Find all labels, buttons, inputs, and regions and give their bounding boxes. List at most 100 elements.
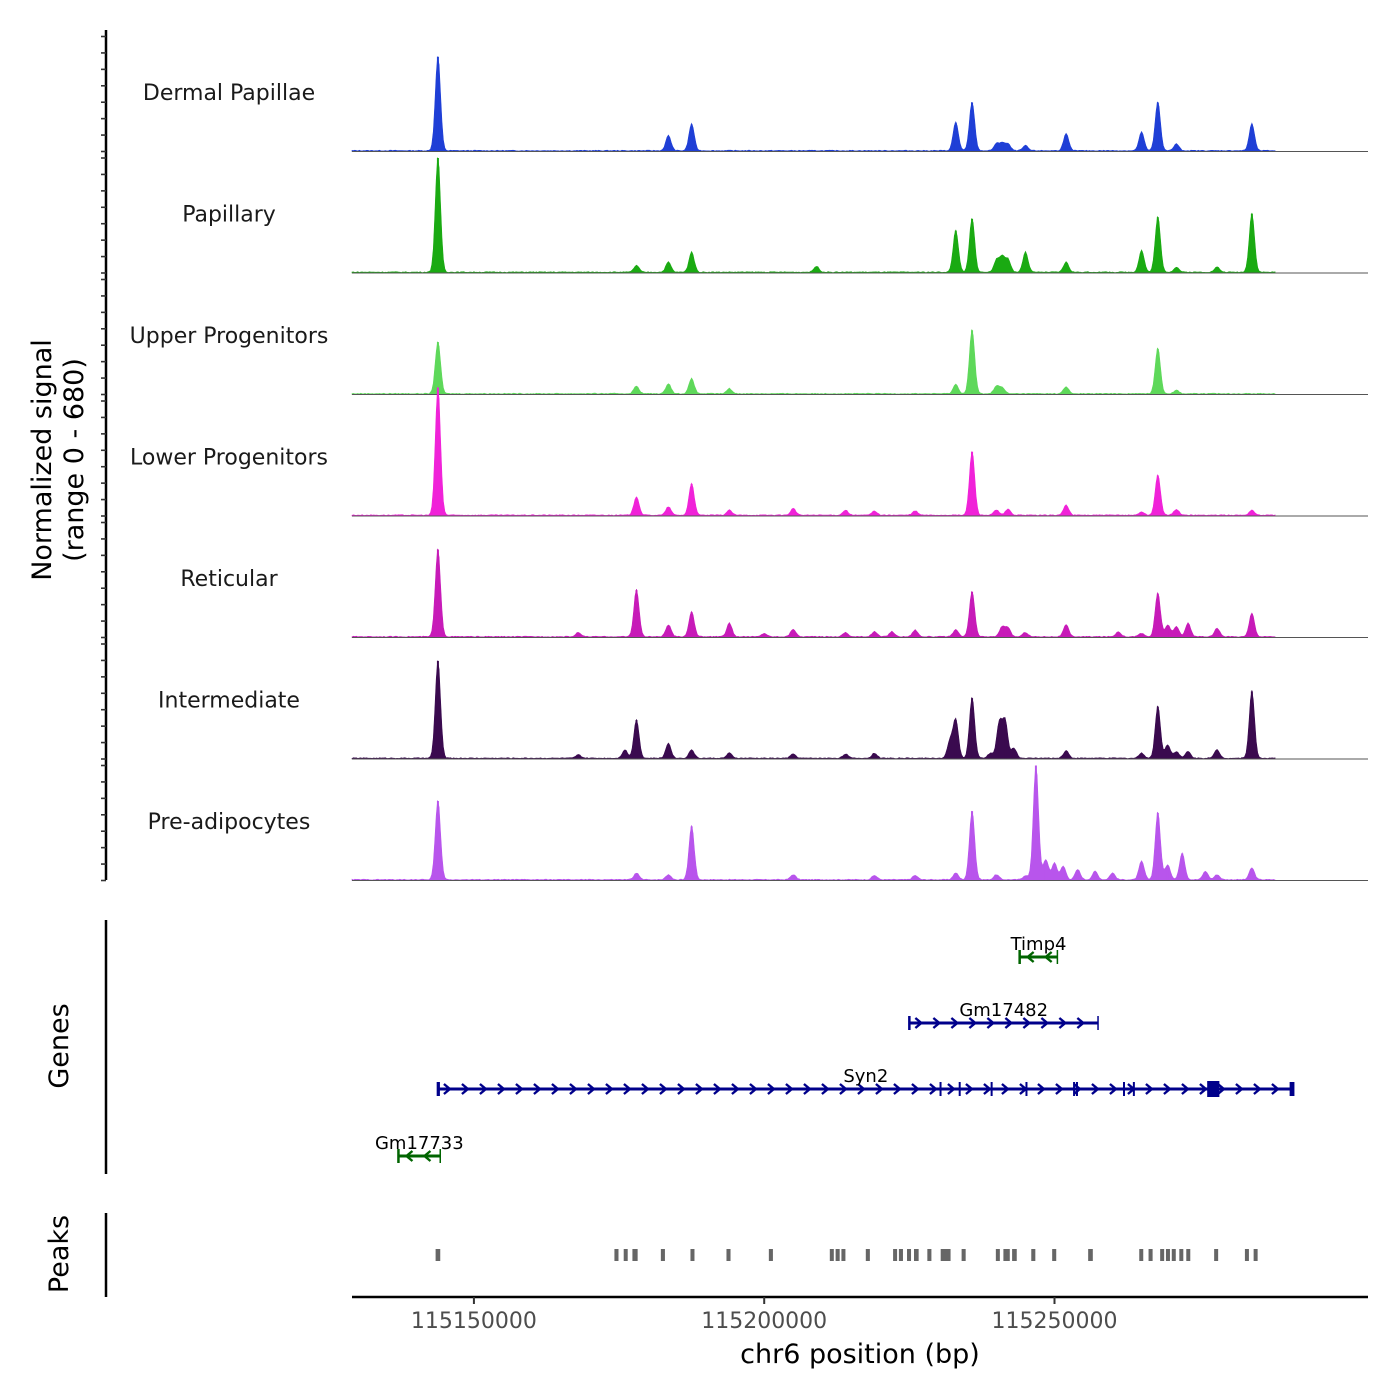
peak-region <box>1012 1249 1017 1261</box>
gene-exon <box>437 1082 440 1096</box>
x-tick-label: 115150000 <box>411 1309 537 1334</box>
strand-arrow <box>1055 1083 1064 1095</box>
genes-panel: Timp4 Gm17482 Syn2 Gm17733 <box>104 920 1295 1174</box>
strand-arrow <box>695 1083 704 1095</box>
peak-region <box>435 1249 441 1261</box>
strand-arrow <box>1022 1017 1032 1029</box>
peak-region <box>961 1249 966 1261</box>
signal-tracks: Dermal Papillae Papillary Upper Progenitor… <box>130 56 1368 881</box>
peak-region <box>1214 1249 1219 1261</box>
strand-arrow <box>1271 1083 1280 1095</box>
peak-region <box>1244 1249 1249 1261</box>
strand-arrow <box>911 1083 920 1095</box>
track-label: Papillary <box>182 203 276 228</box>
gene-exon <box>1289 1082 1294 1096</box>
strand-arrow <box>404 1150 414 1162</box>
x-axis: 115150000 115200000 115250000 <box>352 1295 1368 1334</box>
gene-exon <box>958 1082 961 1096</box>
strand-arrow <box>1043 951 1053 963</box>
strand-arrow <box>569 1083 578 1095</box>
gene-exon <box>939 1082 942 1096</box>
signal-track: Lower Progenitors <box>130 387 1368 517</box>
peak-region <box>660 1249 665 1261</box>
strand-arrow <box>1253 1083 1262 1095</box>
gene-gm17482: Gm17482 <box>908 1000 1099 1030</box>
strand-arrow <box>1025 951 1035 963</box>
strand-arrow <box>1091 1083 1100 1095</box>
signal-track: Upper Progenitors <box>130 324 1368 395</box>
track-label: Upper Progenitors <box>130 324 329 349</box>
gene-label: Syn2 <box>843 1066 888 1087</box>
strand-arrow <box>731 1083 740 1095</box>
strand-arrow <box>1109 1083 1118 1095</box>
strand-arrow <box>443 1083 452 1095</box>
x-tick-label: 115200000 <box>701 1309 827 1334</box>
strand-arrow <box>932 1017 942 1029</box>
strand-arrow <box>983 1083 992 1095</box>
strand-arrow <box>1145 1083 1154 1095</box>
peak-region <box>893 1249 898 1261</box>
signal-track: Reticular <box>180 548 1368 638</box>
strand-arrow <box>497 1083 506 1095</box>
strand-arrow <box>947 1083 956 1095</box>
strand-arrow <box>1181 1083 1190 1095</box>
peaks-panel <box>104 1213 1258 1297</box>
strand-arrow <box>1235 1083 1244 1095</box>
strand-arrow <box>785 1083 794 1095</box>
peak-region <box>1160 1249 1165 1261</box>
gene-label: Timp4 <box>1010 934 1067 955</box>
peak-region <box>1052 1249 1057 1261</box>
gene-exon <box>1073 1082 1076 1096</box>
strand-arrow <box>986 1017 996 1029</box>
signal-track: Dermal Papillae <box>143 56 1368 152</box>
signal-area <box>351 660 1276 760</box>
strand-arrow <box>422 1150 432 1162</box>
track-label: Dermal Papillae <box>143 81 315 106</box>
peak-region <box>865 1249 870 1261</box>
peak-region <box>927 1249 932 1261</box>
peaks-panel-title: Peaks <box>44 1215 75 1293</box>
strand-arrow <box>479 1083 488 1095</box>
signal-area <box>351 56 1276 152</box>
signal-track: Intermediate <box>158 660 1368 760</box>
track-label: Lower Progenitors <box>130 446 328 471</box>
signal-area <box>351 329 1276 395</box>
track-label: Pre-adipocytes <box>148 810 311 835</box>
peak-region <box>907 1249 912 1261</box>
peak-region <box>1003 1249 1010 1261</box>
signal-track: Papillary <box>182 157 1368 274</box>
peak-region <box>726 1249 731 1261</box>
peak-region <box>632 1249 638 1261</box>
strand-arrow <box>950 1017 960 1029</box>
strand-arrow <box>803 1083 812 1095</box>
strand-arrow <box>623 1083 632 1095</box>
strand-arrow <box>1058 1017 1068 1029</box>
peak-region <box>614 1249 619 1261</box>
strand-arrow <box>914 1017 924 1029</box>
y-axis-title-line-2: (range 0 - 680) <box>59 358 90 562</box>
strand-arrow <box>965 1083 974 1095</box>
gene-exon <box>990 1082 993 1096</box>
peak-region <box>690 1249 695 1261</box>
strand-arrow <box>1001 1083 1010 1095</box>
signal-area <box>351 548 1276 638</box>
peak-region <box>995 1249 1000 1261</box>
gene-exon <box>1075 1082 1078 1096</box>
peak-region <box>835 1249 840 1261</box>
gene-timp4: Timp4 <box>1010 934 1067 964</box>
peak-region <box>623 1249 628 1261</box>
signal-y-axis <box>101 30 108 882</box>
peak-region <box>768 1249 773 1261</box>
strand-arrow <box>767 1083 776 1095</box>
gene-exon <box>1132 1082 1135 1096</box>
gene-exon <box>1025 1082 1028 1096</box>
strand-arrow <box>641 1083 650 1095</box>
strand-arrow <box>713 1083 722 1095</box>
strand-arrow <box>659 1083 668 1095</box>
gene-exon <box>1122 1082 1125 1096</box>
strand-arrow <box>857 1083 866 1095</box>
strand-arrow <box>1073 1083 1082 1095</box>
x-tick-label: 115250000 <box>991 1309 1117 1334</box>
strand-arrow <box>1037 1083 1046 1095</box>
